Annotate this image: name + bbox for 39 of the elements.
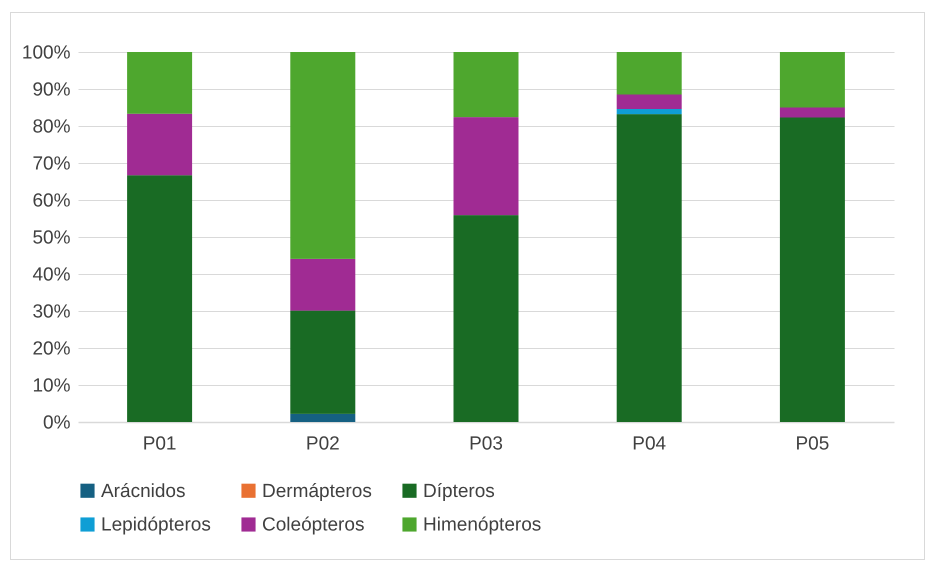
bar [290, 258, 356, 311]
y-tick-label: 10% [32, 376, 71, 396]
y-tick-label: 100% [22, 42, 71, 64]
bar [780, 108, 845, 118]
x-tick-label: P04 [632, 434, 667, 454]
bar [454, 117, 518, 216]
y-tick-label: 50% [32, 228, 71, 248]
x-tick-label: P03 [469, 434, 503, 454]
bar [454, 215, 518, 422]
x-tick-label: P02 [306, 434, 340, 454]
bar [290, 414, 356, 422]
legend-label: Lepidópteros [101, 514, 211, 536]
y-tick-label: 20% [32, 338, 71, 360]
x-tick-label: P01 [142, 434, 177, 454]
bar [127, 52, 192, 114]
bar [616, 94, 682, 109]
legend-label: Dípteros [423, 480, 495, 502]
bar [616, 108, 682, 114]
y-tick-label: 80% [32, 116, 71, 138]
bar [127, 175, 192, 422]
y-tick-label: 70% [32, 154, 71, 174]
y-tick-label: 90% [32, 80, 71, 100]
legend-label: Coleópteros [262, 514, 364, 536]
bar [454, 52, 518, 118]
bar [290, 310, 356, 414]
legend-label: Himenópteros [423, 514, 542, 536]
y-tick-label: 30% [32, 302, 71, 322]
legend-label: Arácnidos [101, 480, 186, 502]
bar [780, 117, 845, 422]
bar [780, 52, 845, 108]
legend-label: Dermápteros [262, 480, 372, 502]
y-tick-label: 60% [32, 190, 71, 212]
x-tick-label: P05 [795, 434, 830, 454]
y-tick-label: 40% [32, 264, 71, 286]
bar [616, 52, 682, 95]
y-tick-label: 0% [43, 412, 71, 434]
bar [290, 52, 356, 259]
bar [127, 114, 192, 176]
bar [616, 114, 682, 422]
